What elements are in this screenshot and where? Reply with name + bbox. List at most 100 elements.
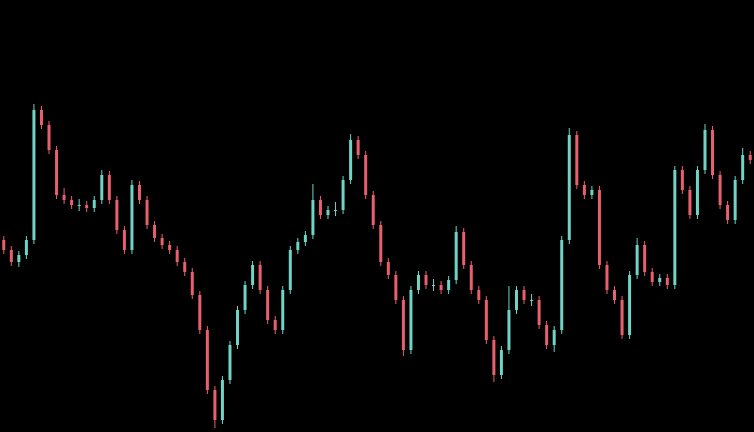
candle-body <box>575 135 579 185</box>
candle-body <box>741 155 745 180</box>
candle-body <box>462 232 466 265</box>
candle-body <box>364 155 368 195</box>
candle-body <box>326 210 330 215</box>
candle-body <box>205 330 209 390</box>
candle-body <box>160 238 164 245</box>
candle-body <box>665 278 669 285</box>
candle-body <box>115 200 119 230</box>
candle-body <box>680 170 684 190</box>
candle-body <box>92 200 96 208</box>
candle-body <box>635 245 639 275</box>
candle-body <box>296 242 300 250</box>
candle-body <box>582 185 586 195</box>
candle-body <box>251 265 255 285</box>
candle-body <box>137 185 141 200</box>
candle-body <box>145 200 149 225</box>
candle-body <box>281 290 285 330</box>
candle-body <box>439 285 443 290</box>
candle-body <box>2 240 6 250</box>
candle-body <box>85 205 89 208</box>
candle-body <box>341 180 345 210</box>
candle-body <box>522 290 526 300</box>
candle-body <box>514 290 518 310</box>
candle-body <box>258 265 262 290</box>
candle-body <box>567 135 571 240</box>
candle-body <box>590 190 594 195</box>
candle-body <box>507 310 511 350</box>
candle-body <box>175 250 179 262</box>
candle-body <box>62 195 66 200</box>
candle-body <box>303 235 307 242</box>
candle-body <box>401 300 405 350</box>
candle-body <box>718 175 722 205</box>
candle-body <box>643 245 647 272</box>
candle-body <box>748 155 752 160</box>
candle-body <box>273 320 277 330</box>
candle-body <box>552 330 556 345</box>
candle-body <box>386 262 390 275</box>
candle-body <box>32 110 36 240</box>
candle-body <box>153 225 157 238</box>
candle-body <box>447 280 451 290</box>
candle-body <box>228 345 232 380</box>
candle-body <box>371 195 375 225</box>
candle-body <box>605 265 609 290</box>
candle-body <box>190 272 194 295</box>
candle-body <box>266 290 270 320</box>
candle-body <box>394 275 398 300</box>
candle-body <box>39 110 43 125</box>
candle-body <box>673 170 677 285</box>
candle-body <box>726 205 730 220</box>
candle-body <box>733 180 737 220</box>
candle-body <box>356 140 360 155</box>
candle-body <box>213 390 217 420</box>
candle-body <box>318 200 322 215</box>
candle-body <box>416 275 420 290</box>
candle-body <box>334 210 338 211</box>
candle-body <box>55 150 59 195</box>
candle-body <box>311 200 315 235</box>
candle-body <box>70 200 74 205</box>
candle-body <box>597 190 601 265</box>
candle-body <box>168 245 172 250</box>
candle-body <box>9 250 13 262</box>
candle-body <box>613 290 617 300</box>
candle-body <box>47 125 51 150</box>
candle-body <box>243 285 247 310</box>
candle-body <box>499 350 503 375</box>
candle-body <box>530 300 534 301</box>
candle-body <box>379 225 383 262</box>
candle-body <box>477 290 481 300</box>
candle-body <box>107 175 111 200</box>
candle-body <box>24 240 28 255</box>
candle-body <box>560 240 564 330</box>
candle-body <box>130 185 134 250</box>
candle-body <box>628 275 632 335</box>
candle-body <box>620 300 624 335</box>
candle-body <box>545 325 549 345</box>
candle-body <box>688 190 692 215</box>
candle-body <box>454 232 458 280</box>
candle-body <box>469 265 473 290</box>
candle-body <box>288 250 292 290</box>
candle-body <box>198 295 202 330</box>
candle-body <box>432 285 436 286</box>
candle-body <box>695 170 699 215</box>
candle-body <box>122 230 126 250</box>
candle-body <box>650 272 654 282</box>
candle-body <box>100 175 104 200</box>
candle-body <box>537 300 541 325</box>
candle-body <box>183 262 187 272</box>
candle-body <box>658 278 662 282</box>
candle-body <box>77 205 81 206</box>
candle-body <box>409 290 413 350</box>
candle-body <box>711 130 715 175</box>
candle-body <box>424 275 428 285</box>
candle-body <box>492 340 496 375</box>
candle-body <box>484 300 488 340</box>
candle-body <box>349 140 353 180</box>
candle-body <box>220 380 224 420</box>
candle-body <box>236 310 240 345</box>
